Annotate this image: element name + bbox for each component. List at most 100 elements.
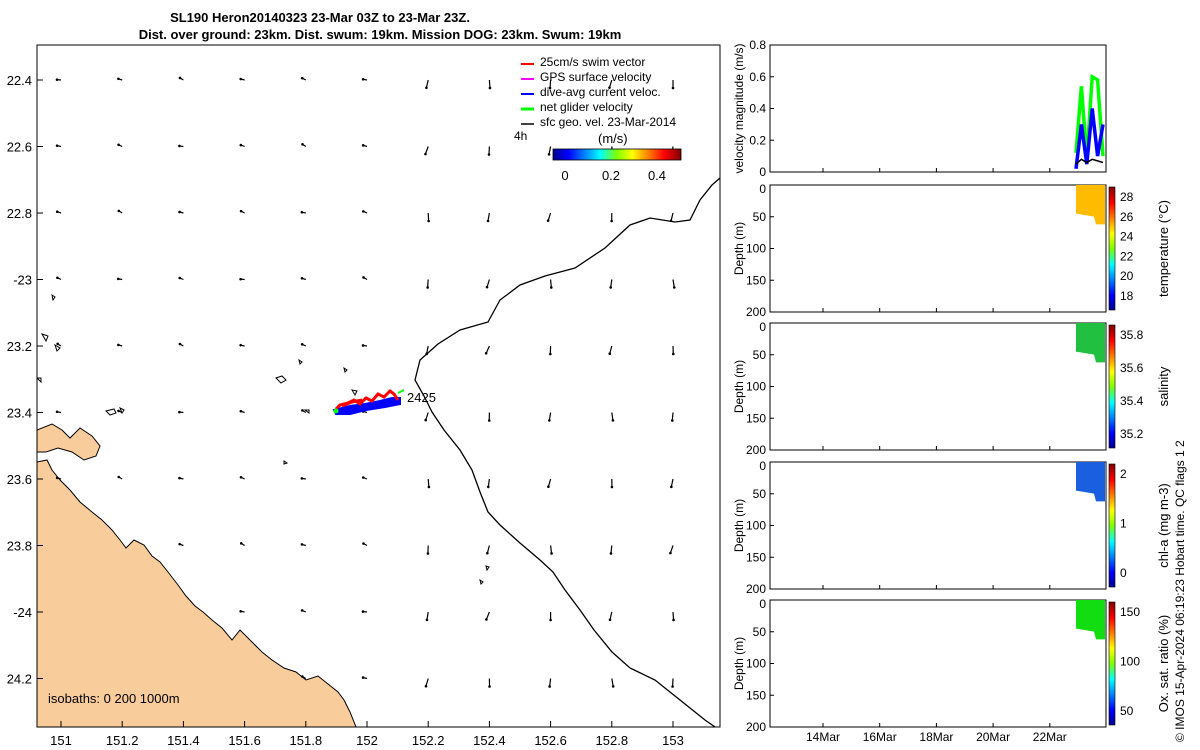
y-tick-label: 0 — [759, 165, 766, 179]
lon-tick-label: 152 — [356, 733, 378, 748]
vector-arrow-head — [178, 542, 181, 546]
vector-arrow-head — [549, 618, 552, 622]
y-tick-label: 0.8 — [749, 38, 766, 52]
vector-arrow — [487, 212, 490, 221]
vector-arrow-head — [56, 276, 59, 280]
colorbar-tick-label: 100 — [1120, 655, 1140, 669]
panel-frame — [769, 184, 1107, 313]
colorbar-tick-label: 35.6 — [1120, 361, 1144, 375]
lat-tick-label: 22.6 — [7, 140, 32, 155]
vector-arrow-head — [671, 419, 674, 422]
lon-tick-label: 151.8 — [290, 733, 323, 748]
vector-arrow-head — [486, 485, 490, 489]
panel-4: 0 50 100 150 200 0 1 2 chl-a (mg m-3) Depth (m) — [732, 459, 1171, 596]
vector-arrow-head — [609, 286, 612, 289]
vector-arrow-head — [300, 609, 304, 612]
lat-tick-label: -24 — [13, 605, 32, 620]
colorbar-tick-label: 28 — [1120, 190, 1134, 204]
vector-arrow — [426, 611, 429, 620]
vector-arrow — [671, 412, 674, 421]
vector-arrow-head — [424, 418, 428, 422]
vector-arrow — [610, 279, 613, 288]
chart-title-line-1: SL190 Heron20140323 23-Mar 03Z to 23-Mar… — [170, 10, 470, 25]
lat-tick-label: 22.8 — [7, 206, 32, 221]
vector-arrow-head — [116, 277, 120, 281]
vector-arrow — [610, 545, 613, 554]
speed-colorbar — [552, 148, 682, 161]
chart-title-line-2: Dist. over ground: 23km. Dist. swum: 19k… — [138, 27, 622, 42]
series-line — [1074, 108, 1105, 170]
vector-arrow-head — [672, 618, 675, 622]
y-tick-label: 0.2 — [749, 133, 766, 147]
profile-section — [1076, 462, 1105, 502]
speed-colorbar-tick: 0 — [561, 168, 568, 183]
colorbar-tick-label: 35.8 — [1120, 328, 1144, 342]
vector-arrow-head — [55, 476, 59, 480]
vector-arrow — [424, 146, 429, 155]
y-tick-label: 0.6 — [749, 70, 766, 84]
vector-arrow-head — [671, 685, 674, 688]
vector-arrow-head — [548, 419, 551, 422]
lon-tick-label: 152.4 — [473, 733, 506, 748]
arrow-scale-label: 4h — [514, 129, 527, 143]
isobaths-label: isobaths: 0 200 1000m — [48, 691, 180, 706]
vector-arrow — [426, 345, 429, 354]
colorbar-tick-label: 35.2 — [1120, 427, 1144, 441]
vector-arrow-head — [485, 618, 488, 621]
legend-label-net: net glider velocity — [540, 100, 633, 114]
vector-arrow — [487, 478, 490, 488]
colorbar-tick-label: 22 — [1120, 249, 1134, 263]
vector-arrow-head — [670, 485, 673, 489]
y-tick-label: 150 — [746, 550, 766, 564]
vector-arrow-head — [609, 552, 613, 555]
vector-arrow-head — [671, 352, 675, 356]
colorbar — [1108, 186, 1116, 311]
legend-label-swim: 25cm/s swim vector — [540, 55, 645, 69]
y-axis-label: Depth (m) — [732, 499, 746, 552]
map-latitude-axis: 22.4 22.6 22.8 -23 23.2 23.4 23.6 23.8 -24 24.2 — [7, 73, 43, 687]
vector-arrow-head — [361, 476, 365, 479]
x-tick-label: 18Mar — [919, 730, 953, 744]
vector-arrow-head — [488, 86, 492, 90]
vector-arrow-head — [117, 475, 121, 479]
vector-arrow — [425, 678, 429, 687]
lat-tick-label: 23.8 — [7, 539, 32, 554]
colorbar-label: salinity — [1156, 366, 1171, 406]
lat-tick-label: 24.2 — [7, 672, 32, 687]
colorbar-tick-label: 1 — [1120, 517, 1127, 531]
vector-arrow — [549, 678, 552, 687]
lon-tick-label: 151.4 — [167, 733, 200, 748]
vector-arrow — [486, 545, 490, 554]
vector-arrow-head — [178, 276, 181, 280]
vector-arrow-head — [425, 618, 429, 622]
y-tick-label: 200 — [746, 720, 766, 734]
y-tick-label: 0 — [759, 182, 766, 196]
vector-arrow-head — [239, 77, 243, 81]
vector-arrow-head — [608, 352, 612, 356]
lon-tick-label: 152.6 — [534, 733, 567, 748]
vector-arrow-head — [117, 209, 121, 213]
series-line — [1074, 73, 1105, 160]
vector-arrow-head — [300, 76, 304, 80]
y-tick-label: 50 — [753, 625, 767, 639]
vector-arrow — [425, 412, 429, 421]
vector-arrow-head — [484, 352, 488, 355]
lon-tick-label: 151.2 — [106, 733, 139, 748]
coastline-islands — [37, 293, 490, 585]
y-tick-label: 100 — [746, 242, 766, 256]
vector-arrow — [609, 345, 613, 354]
lat-tick-label: 22.4 — [7, 73, 32, 88]
vector-arrow-head — [547, 485, 550, 488]
vector-arrow-head — [672, 286, 676, 289]
vector-arrow — [550, 279, 552, 288]
vector-arrow-head — [55, 410, 59, 414]
vector-arrow-head — [487, 419, 491, 422]
vector-arrow — [547, 478, 552, 487]
profile-section — [1076, 185, 1105, 225]
vector-arrow-head — [611, 685, 615, 688]
vector-arrow — [485, 345, 490, 354]
vector-arrow-head — [427, 219, 430, 223]
vector-arrow-head — [669, 219, 673, 223]
x-tick-label: 14Mar — [806, 730, 840, 744]
y-axis-label: Depth (m) — [732, 360, 746, 413]
